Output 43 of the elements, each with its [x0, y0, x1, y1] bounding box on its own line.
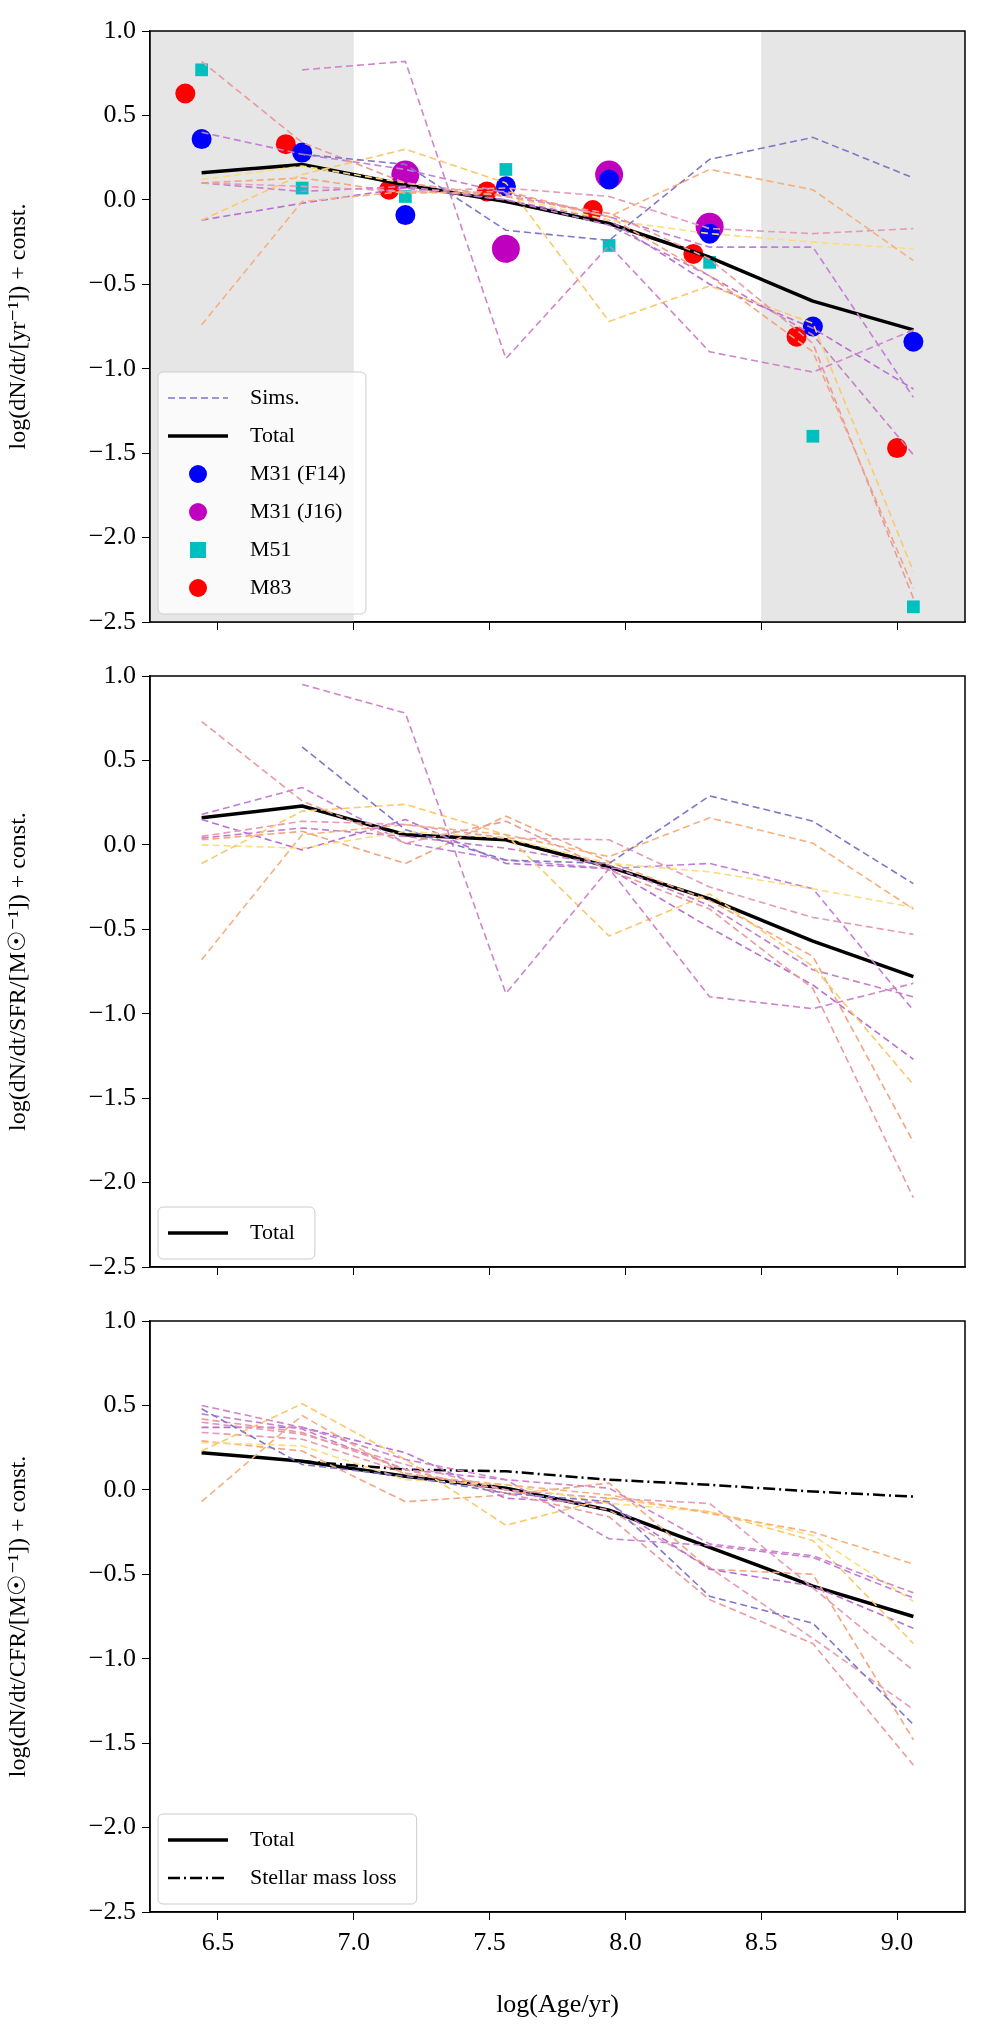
y-axis-title: log(dN/dt/CFR/[M☉⁻¹]) + const.: [3, 1455, 30, 1778]
legend-label: M31 (F14): [250, 459, 346, 485]
y-axis-title: log(dN/dt/[yr⁻¹]) + const.: [3, 203, 30, 450]
y-tick-label: −2.0: [88, 1166, 136, 1196]
legend-label: M31 (J16): [250, 497, 343, 523]
x-tick-label: 9.0: [880, 1927, 914, 1957]
y-tick-label: 1.0: [103, 1304, 136, 1334]
legend-label: Total: [250, 421, 295, 447]
y-tick-label: −2.5: [88, 605, 136, 635]
y-tick-label: 1.0: [103, 659, 136, 689]
y-tick-label: −2.5: [88, 1250, 136, 1280]
x-tick-label: 7.5: [473, 1927, 506, 1957]
y-tick-label: −2.5: [88, 1895, 136, 1925]
y-tick-label: −1.5: [88, 1081, 136, 1111]
y-tick-label: −1.5: [88, 436, 136, 466]
y-tick-label: 0.0: [103, 1473, 136, 1503]
y-tick-label: 0.5: [103, 1389, 136, 1419]
legend-label: Total: [250, 1825, 295, 1851]
x-tick-label: 7.0: [337, 1927, 370, 1957]
y-tick-label: −1.0: [88, 1642, 136, 1672]
y-tick-label: −2.0: [88, 521, 136, 551]
y-tick-label: 0.0: [103, 183, 136, 213]
y-tick-label: 1.0: [103, 14, 136, 44]
legend-label: Total: [250, 1218, 295, 1244]
x-tick-label: 6.5: [201, 1927, 235, 1957]
y-tick-label: 0.0: [103, 828, 136, 858]
y-tick-label: −0.5: [88, 913, 136, 943]
x-tick-label: 8.0: [609, 1927, 642, 1957]
legend-label: Sims.: [250, 383, 300, 409]
y-tick-label: −1.5: [88, 1726, 136, 1756]
legend-label: M83: [250, 573, 292, 599]
legend-label: Stellar mass loss: [250, 1863, 397, 1889]
y-tick-label: −1.0: [88, 997, 136, 1027]
y-tick-label: −1.0: [88, 352, 136, 382]
y-tick-label: −0.5: [88, 1558, 136, 1588]
x-tick-label: 8.5: [745, 1927, 778, 1957]
y-axis-title: log(dN/dt/SFR/[M☉⁻¹]) + const.: [3, 812, 30, 1131]
y-tick-label: 0.5: [103, 744, 136, 774]
legend-label: M51: [250, 535, 292, 561]
x-axis-title: log(Age/yr): [496, 1989, 619, 2019]
y-tick-label: −0.5: [88, 268, 136, 298]
y-tick-label: 0.5: [103, 99, 136, 129]
y-tick-label: −2.0: [88, 1811, 136, 1841]
